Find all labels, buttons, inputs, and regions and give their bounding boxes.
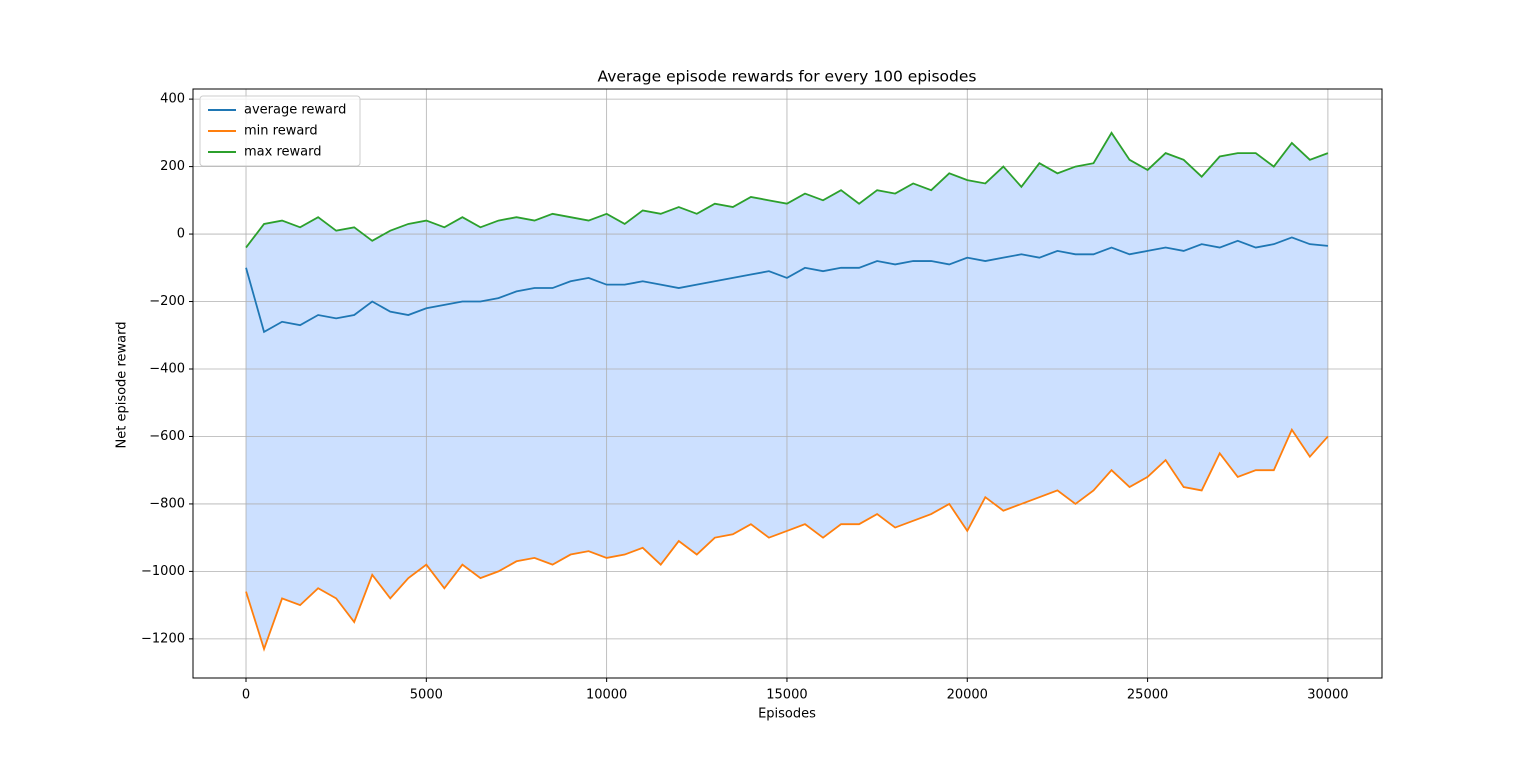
x-tick-label: 25000 [1127, 688, 1168, 703]
x-tick-label: 20000 [947, 688, 988, 703]
legend-box [199, 95, 361, 167]
legend-label: min reward [244, 124, 318, 139]
x-tick-label: 10000 [586, 688, 627, 703]
y-tick-label: −800 [149, 496, 185, 511]
line [245, 131, 1329, 249]
y-tick-label: 0 [177, 227, 185, 242]
y-tick-label: −200 [149, 294, 185, 309]
y-tick-label: 400 [160, 92, 185, 107]
legend-label: max reward [244, 145, 321, 160]
x-tick-label: 5000 [410, 688, 443, 703]
plot-frame [192, 88, 1383, 679]
y-tick-label: 200 [160, 159, 185, 174]
chart-title: Average episode rewards for every 100 ep… [598, 68, 977, 86]
y-tick-label: −400 [149, 361, 185, 376]
x-tick-label: 15000 [766, 688, 807, 703]
x-tick-label: 30000 [1307, 688, 1348, 703]
y-tick-label: −1200 [141, 631, 185, 646]
y-tick-label: −600 [149, 429, 185, 444]
y-axis-label: Net episode reward [115, 322, 130, 449]
x-tick-label: 0 [242, 688, 250, 703]
line [245, 236, 1328, 334]
y-tick-label: −1000 [141, 564, 185, 579]
line [245, 427, 1329, 652]
legend-label: average reward [244, 103, 346, 118]
x-axis-label: Episodes [758, 707, 816, 722]
